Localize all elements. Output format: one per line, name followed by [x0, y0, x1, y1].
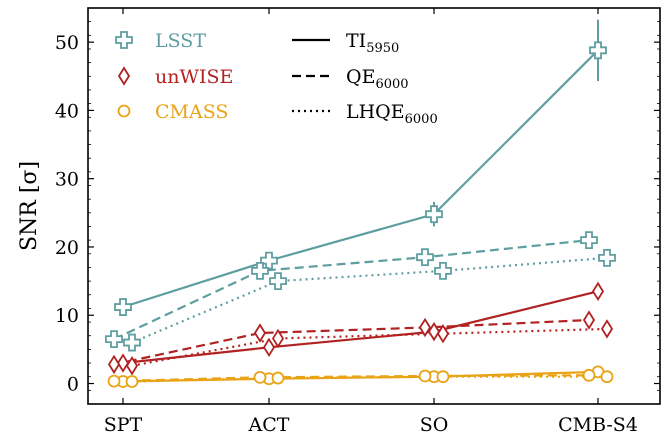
- data-point-lsst-lhqe: [123, 333, 141, 352]
- legend-label-main: LHQE: [346, 101, 405, 123]
- legend-label-lsst: LSST: [155, 30, 206, 52]
- x-tick-label: SO: [420, 414, 449, 436]
- legend-label-subscript: 6000: [375, 77, 408, 92]
- legend-label-main: TI: [346, 30, 366, 52]
- data-point-cmass-lhqe: [271, 371, 285, 385]
- data-point-unwise-qe: [582, 310, 596, 330]
- y-tick-label: 0: [67, 374, 79, 396]
- legend-label-qe: QE6000: [346, 66, 409, 92]
- data-point-cmass-qe: [582, 368, 596, 382]
- data-point-unwise-ti: [116, 353, 130, 373]
- legend-label-main: QE: [346, 66, 375, 88]
- data-point-cmass-lhqe: [600, 370, 614, 384]
- legend-label-unwise: unWISE: [155, 66, 233, 88]
- data-point-lsst-ti: [114, 298, 132, 316]
- y-tick-label: 40: [55, 100, 79, 122]
- legend-label-ti: TI5950: [346, 30, 399, 56]
- series-line-lsst-lhqe: [131, 256, 608, 344]
- data-point-lsst-qe: [416, 248, 434, 267]
- legend-label-lhqe: LHQE6000: [346, 101, 438, 127]
- series-line-unwise-qe: [113, 318, 590, 366]
- y-axis-label: SNR [σ]: [17, 161, 42, 251]
- series-line-unwise-ti: [122, 290, 599, 365]
- data-point-unwise-qe: [107, 354, 121, 375]
- legend-marker-cmass: [117, 104, 131, 118]
- y-tick-label: 20: [55, 237, 79, 259]
- data-point-unwise-ti: [262, 337, 276, 358]
- legend-label-cmass: CMASS: [155, 101, 228, 123]
- data-point-lsst-lhqe: [269, 272, 287, 291]
- plot-frame: [87, 7, 661, 405]
- x-tick-label: ACT: [248, 414, 290, 436]
- y-tick-label: 10: [55, 305, 79, 327]
- series-line-unwise-lhqe: [131, 327, 608, 367]
- data-point-cmass-qe: [418, 369, 432, 383]
- data-point-unwise-qe: [253, 323, 267, 343]
- data-point-lsst-qe: [105, 330, 123, 349]
- data-point-cmass-lhqe: [125, 375, 139, 388]
- data-point-unwise-ti: [427, 321, 441, 342]
- axes: 0 10 20 30 40 50 SPT ACT SO CMB-S4 SNR [σ]: [17, 7, 661, 436]
- x-tick-label: SPT: [104, 414, 143, 436]
- data-point-unwise-lhqe: [271, 328, 285, 349]
- x-tick-label: CMB-S4: [558, 414, 638, 436]
- data-point-cmass-qe: [253, 370, 267, 384]
- data-point-cmass-qe: [107, 374, 121, 388]
- data-point-cmass-lhqe: [436, 370, 450, 384]
- y-tick-label: 50: [55, 32, 79, 54]
- plot-area: [105, 19, 616, 388]
- legend-marker-unwise: [117, 66, 131, 86]
- legend-label-subscript: 5950: [366, 41, 399, 56]
- data-point-lsst-ti: [425, 205, 443, 224]
- series-line-cmass-ti: [122, 370, 599, 383]
- legend-marker-lsst: [115, 31, 133, 49]
- data-point-lsst-ti: [589, 41, 607, 60]
- legend-label-subscript: 6000: [405, 112, 438, 127]
- data-point-lsst-qe: [580, 231, 598, 250]
- series-line-lsst-ti: [122, 49, 599, 309]
- data-point-unwise-qe: [418, 317, 432, 338]
- data-point-unwise-lhqe: [600, 319, 614, 339]
- data-point-lsst-lhqe: [434, 261, 452, 280]
- data-point-lsst-lhqe: [598, 248, 616, 267]
- data-point-unwise-ti: [591, 281, 605, 302]
- data-point-unwise-lhqe: [436, 323, 450, 344]
- data-point-lsst-qe: [251, 261, 269, 280]
- data-point-lsst-ti: [260, 251, 278, 270]
- data-point-unwise-lhqe: [125, 356, 139, 376]
- series-line-cmass-lhqe: [131, 375, 607, 383]
- y-tick-label: 30: [55, 169, 79, 191]
- series-line-lsst-qe: [113, 239, 590, 341]
